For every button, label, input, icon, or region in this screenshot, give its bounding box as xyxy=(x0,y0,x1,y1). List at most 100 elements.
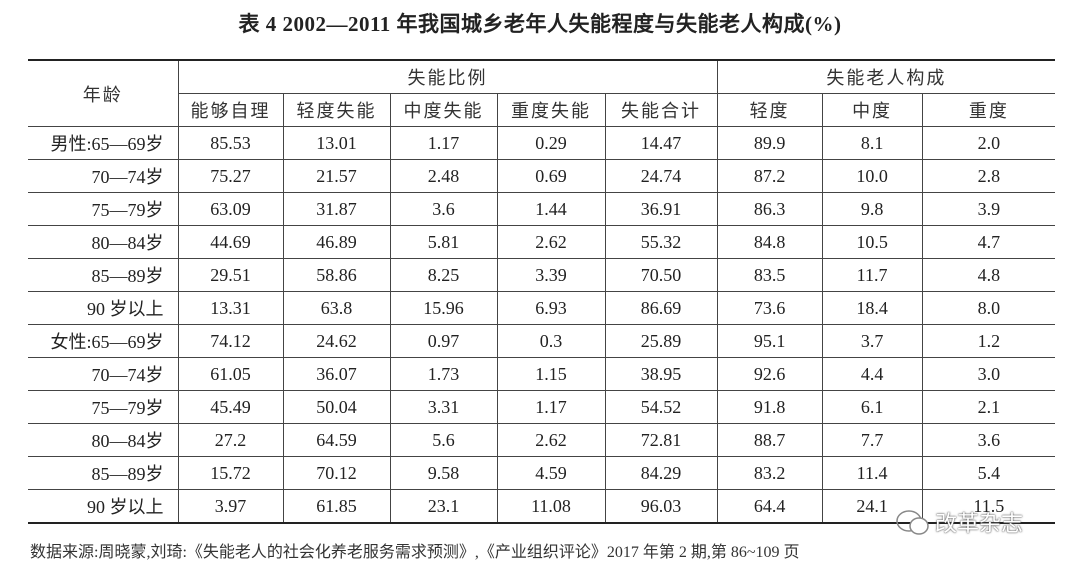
group-header: 失能老人构成 xyxy=(716,59,1056,94)
age-cell: 80—84岁 xyxy=(28,225,179,259)
watermark-icon xyxy=(896,510,929,535)
age-cell: 75—79岁 xyxy=(28,192,179,226)
value-cell: 63.8 xyxy=(282,291,391,325)
value-cell: 10.5 xyxy=(821,225,923,259)
value-cell: 3.31 xyxy=(389,390,498,424)
table-row: 75—79岁 45.49 50.04 3.31 1.17 54.52 91.8 6.1 2.1 xyxy=(28,390,1056,424)
table-row: 80—84岁 44.69 46.89 5.81 2.62 55.32 84.8 10.5 4.7 xyxy=(28,225,1056,259)
value-cell: 23.1 xyxy=(389,489,498,524)
value-cell: 91.8 xyxy=(716,390,823,424)
value-cell: 95.1 xyxy=(716,324,823,358)
value-cell: 0.97 xyxy=(389,324,498,358)
data-table: 年龄 失能比例 失能老人构成 能够自理 轻度失能 中度失能 重度失能 失能合计 轻度 中度 重度 男性… xyxy=(28,59,1056,524)
value-cell: 15.72 xyxy=(177,456,284,490)
value-cell: 15.96 xyxy=(389,291,498,325)
column-header: 能够自理 xyxy=(178,93,284,127)
age-cell: 85—89岁 xyxy=(28,456,179,490)
value-cell: 44.69 xyxy=(177,225,284,259)
value-cell: 11.4 xyxy=(821,456,923,490)
value-cell: 4.59 xyxy=(496,456,606,490)
value-cell: 96.03 xyxy=(604,489,718,524)
value-cell: 13.01 xyxy=(282,126,391,160)
value-cell: 6.93 xyxy=(496,291,606,325)
value-cell: 3.6 xyxy=(921,423,1056,457)
value-cell: 55.32 xyxy=(604,225,718,259)
value-cell: 63.09 xyxy=(177,192,284,226)
value-cell: 27.2 xyxy=(177,423,284,457)
value-cell: 2.8 xyxy=(921,159,1056,193)
value-cell: 73.6 xyxy=(716,291,823,325)
value-cell: 1.44 xyxy=(496,192,606,226)
table-row: 男性:65—69岁 85.53 13.01 1.17 0.29 14.47 89.9 8.1 2… xyxy=(28,126,1056,160)
age-header: 年龄 xyxy=(28,59,179,127)
column-header: 轻度失能 xyxy=(282,93,391,127)
value-cell: 14.47 xyxy=(604,126,718,160)
value-cell: 75.27 xyxy=(177,159,284,193)
value-cell: 87.2 xyxy=(716,159,823,193)
column-header: 重度失能 xyxy=(496,93,606,127)
value-cell: 89.9 xyxy=(716,126,823,160)
value-cell: 50.04 xyxy=(282,390,391,424)
column-header: 中度失能 xyxy=(389,93,498,127)
value-cell: 86.3 xyxy=(716,192,823,226)
value-cell: 3.97 xyxy=(177,489,284,524)
value-cell: 70.12 xyxy=(282,456,391,490)
age-cell: 女性:65—69岁 xyxy=(28,324,179,358)
value-cell: 9.8 xyxy=(821,192,923,226)
value-cell: 3.7 xyxy=(821,324,923,358)
value-cell: 9.58 xyxy=(389,456,498,490)
value-cell: 8.1 xyxy=(821,126,923,160)
value-cell: 4.7 xyxy=(921,225,1056,259)
value-cell: 8.25 xyxy=(389,258,498,292)
value-cell: 10.0 xyxy=(821,159,923,193)
column-header: 重度 xyxy=(921,93,1056,127)
value-cell: 72.81 xyxy=(604,423,718,457)
value-cell: 2.62 xyxy=(496,225,606,259)
value-cell: 2.48 xyxy=(389,159,498,193)
table-row: 70—74岁 75.27 21.57 2.48 0.69 24.74 87.2 10.0 2.8 xyxy=(28,159,1056,193)
table-title: 表 4 2002—2011 年我国城乡老年人失能程度与失能老人构成(%) xyxy=(238,12,842,36)
value-cell: 2.0 xyxy=(921,126,1056,160)
value-cell: 54.52 xyxy=(604,390,718,424)
value-cell: 13.31 xyxy=(177,291,284,325)
watermark: 改革杂志 xyxy=(935,512,1024,537)
value-cell: 2.1 xyxy=(921,390,1056,424)
value-cell: 8.0 xyxy=(921,291,1056,325)
value-cell: 3.39 xyxy=(496,258,606,292)
value-cell: 5.81 xyxy=(389,225,498,259)
value-cell: 3.0 xyxy=(921,357,1056,391)
table-row: 90 岁以上 13.31 63.8 15.96 6.93 86.69 73.6 18.4 8.0 xyxy=(28,291,1056,325)
source-note: 数据来源:周晓蒙,刘琦:《失能老人的社会化养老服务需求预测》,《产业组织评论》2… xyxy=(30,544,800,561)
value-cell: 0.29 xyxy=(496,126,606,160)
value-cell: 1.17 xyxy=(389,126,498,160)
age-cell: 70—74岁 xyxy=(28,357,179,391)
value-cell: 21.57 xyxy=(282,159,391,193)
value-cell: 11.5 xyxy=(921,489,1056,524)
age-cell: 90 岁以上 xyxy=(28,489,179,524)
age-cell: 70—74岁 xyxy=(28,159,179,193)
header-row: 能够自理 轻度失能 中度失能 重度失能 失能合计 轻度 中度 重度 xyxy=(28,93,1056,127)
value-cell: 36.07 xyxy=(282,357,391,391)
value-cell: 24.74 xyxy=(604,159,718,193)
value-cell: 5.6 xyxy=(389,423,498,457)
table-row: 75—79岁 63.09 31.87 3.6 1.44 36.91 86.3 9.8 3.9 xyxy=(28,192,1056,226)
age-cell: 80—84岁 xyxy=(28,423,179,457)
column-header: 轻度 xyxy=(716,93,823,127)
table-row: 90 岁以上 3.97 61.85 23.1 11.08 96.03 64.4 24.1 11.… xyxy=(28,489,1056,524)
value-cell: 0.3 xyxy=(496,324,606,358)
age-cell: 85—89岁 xyxy=(28,258,179,292)
value-cell: 84.29 xyxy=(604,456,718,490)
value-cell: 74.12 xyxy=(177,324,284,358)
value-cell: 61.05 xyxy=(177,357,284,391)
value-cell: 25.89 xyxy=(604,324,718,358)
value-cell: 4.8 xyxy=(921,258,1056,292)
value-cell: 36.91 xyxy=(604,192,718,226)
value-cell: 64.59 xyxy=(282,423,391,457)
value-cell: 31.87 xyxy=(282,192,391,226)
table-row: 70—74岁 61.05 36.07 1.73 1.15 38.95 92.6 4.4 3.0 xyxy=(28,357,1056,391)
value-cell: 92.6 xyxy=(716,357,823,391)
table-row: 85—89岁 15.72 70.12 9.58 4.59 84.29 83.2 11.4 5.4 xyxy=(28,456,1056,490)
header-row: 年龄 失能比例 失能老人构成 xyxy=(28,59,1056,127)
value-cell: 11.7 xyxy=(821,258,923,292)
